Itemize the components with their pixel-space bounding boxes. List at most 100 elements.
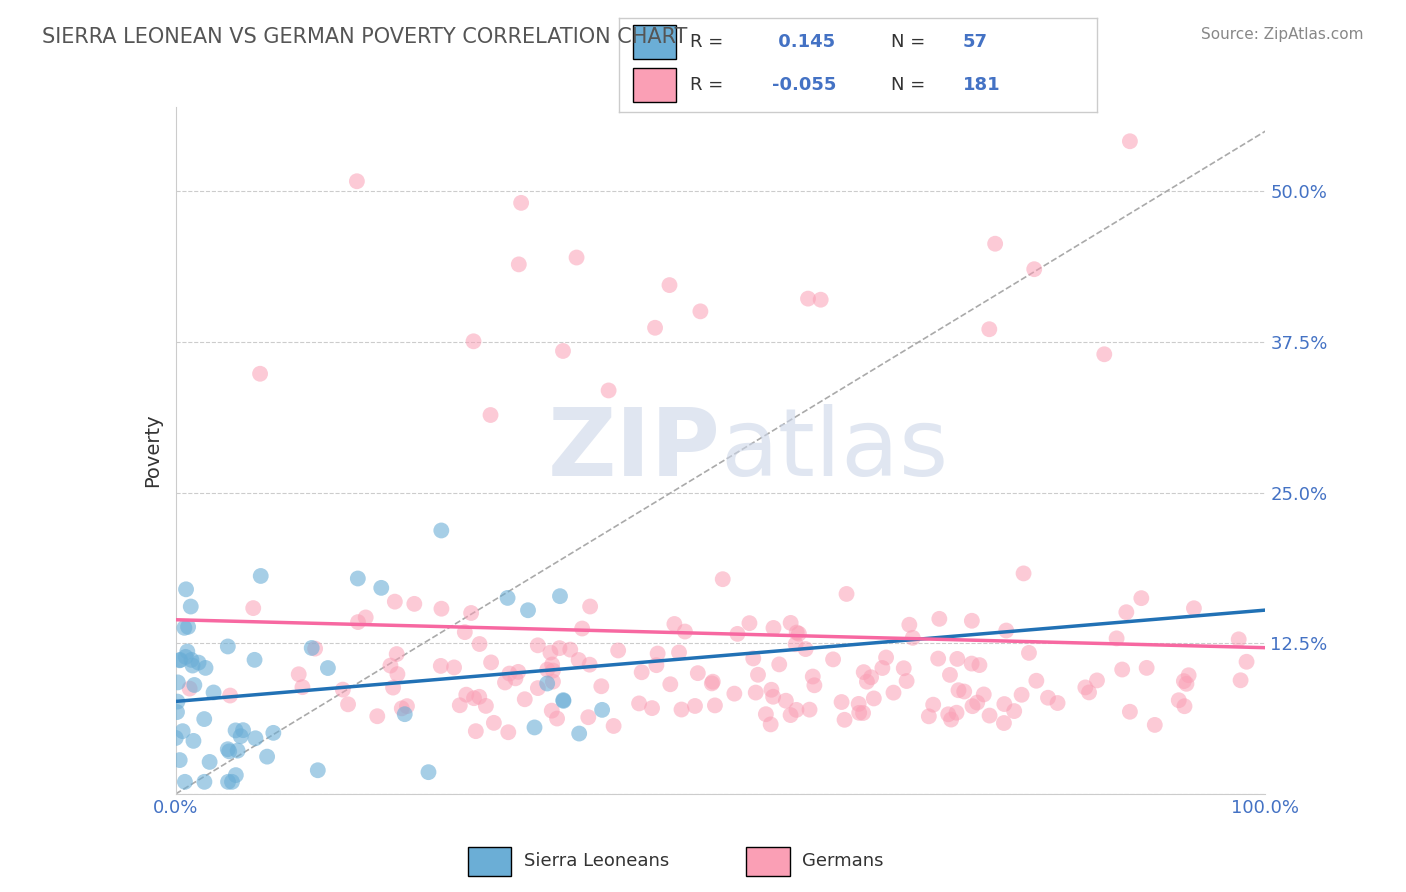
Point	[823, 652, 845, 666]
Point	[249, 367, 271, 381]
Point	[456, 688, 478, 702]
Point	[785, 637, 807, 651]
Point	[664, 617, 686, 632]
Point	[479, 656, 502, 670]
Point	[382, 681, 405, 695]
Point	[553, 693, 575, 707]
Point	[801, 669, 824, 683]
Point	[454, 625, 477, 640]
Point	[430, 659, 453, 673]
Point	[169, 653, 191, 667]
Point	[1105, 632, 1128, 646]
Point	[508, 665, 530, 679]
Point	[659, 677, 682, 691]
Point	[541, 664, 564, 678]
Point	[1167, 693, 1189, 707]
Point	[385, 647, 408, 661]
Point	[1012, 566, 1035, 581]
Point	[527, 681, 550, 695]
Point	[332, 682, 354, 697]
Point	[1175, 677, 1198, 691]
Point	[1115, 605, 1137, 619]
Point	[686, 666, 709, 681]
Point	[1229, 673, 1251, 688]
Point	[395, 699, 418, 714]
Point	[1173, 674, 1195, 689]
Point	[172, 724, 194, 739]
Point	[745, 685, 768, 699]
Point	[418, 765, 440, 780]
Point	[464, 724, 486, 739]
Point	[1173, 699, 1195, 714]
Point	[1018, 646, 1040, 660]
Point	[785, 703, 807, 717]
Point	[198, 755, 221, 769]
Point	[568, 653, 591, 667]
Point	[918, 709, 941, 723]
Point	[787, 626, 810, 640]
Point	[875, 650, 897, 665]
Point	[194, 661, 217, 675]
Point	[218, 744, 240, 758]
Point	[645, 658, 668, 673]
Point	[287, 667, 309, 681]
Text: Source: ZipAtlas.com: Source: ZipAtlas.com	[1201, 27, 1364, 42]
Point	[576, 710, 599, 724]
Point	[647, 647, 669, 661]
Point	[460, 606, 482, 620]
Point	[683, 698, 706, 713]
Point	[852, 706, 875, 720]
Point	[430, 524, 453, 538]
Point	[953, 684, 976, 698]
Point	[759, 717, 782, 731]
FancyBboxPatch shape	[633, 25, 676, 59]
Point	[346, 174, 368, 188]
Point	[939, 713, 962, 727]
Point	[523, 721, 546, 735]
Point	[607, 643, 630, 657]
Text: Germans: Germans	[801, 852, 883, 870]
Point	[256, 749, 278, 764]
Point	[387, 667, 409, 681]
Point	[852, 665, 875, 680]
Point	[630, 665, 652, 680]
Point	[898, 617, 921, 632]
Point	[468, 690, 491, 704]
Point	[738, 616, 761, 631]
Point	[513, 692, 536, 706]
Point	[1024, 262, 1046, 277]
Y-axis label: Poverty: Poverty	[143, 414, 162, 487]
Point	[176, 644, 198, 658]
Point	[548, 641, 571, 656]
Point	[946, 652, 969, 666]
Point	[848, 697, 870, 711]
Point	[1236, 655, 1258, 669]
Point	[166, 695, 188, 709]
Point	[391, 701, 413, 715]
Point	[1182, 601, 1205, 615]
Point	[960, 614, 983, 628]
Point	[834, 713, 856, 727]
Point	[579, 599, 602, 614]
Point	[810, 293, 832, 307]
Point	[979, 322, 1001, 336]
Point	[742, 651, 765, 665]
Point	[546, 712, 568, 726]
Point	[768, 657, 790, 672]
Point	[984, 236, 1007, 251]
Point	[449, 698, 471, 713]
Point	[673, 624, 696, 639]
Point	[370, 581, 392, 595]
Point	[703, 698, 725, 713]
Point	[779, 708, 801, 723]
Point	[463, 691, 485, 706]
Point	[169, 653, 191, 667]
Point	[463, 334, 485, 349]
Point	[494, 675, 516, 690]
Point	[536, 676, 558, 690]
Point	[1074, 681, 1097, 695]
Point	[803, 678, 825, 692]
Point	[380, 658, 402, 673]
Point	[1227, 632, 1250, 647]
Point	[180, 599, 202, 614]
